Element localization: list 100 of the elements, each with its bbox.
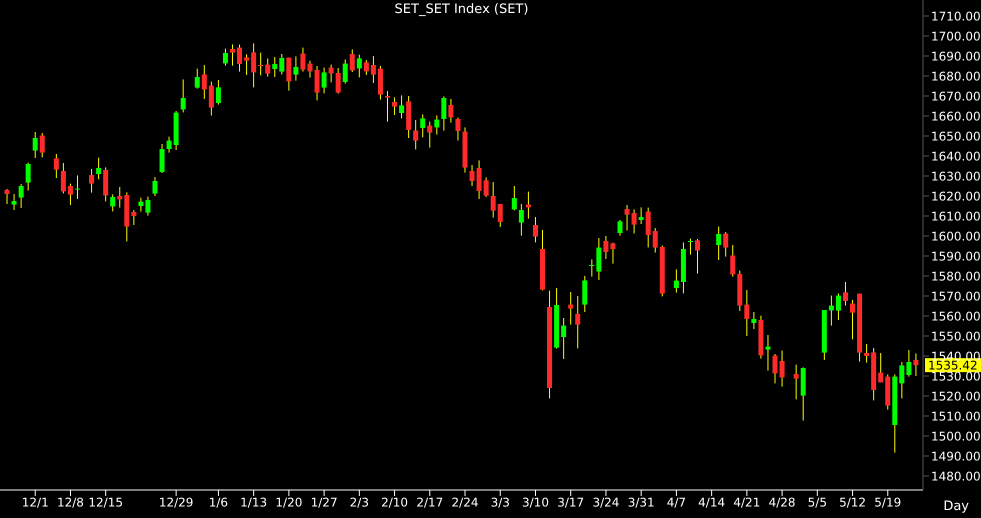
candlestick	[878, 352, 884, 383]
candlestick	[455, 117, 460, 142]
candlestick	[913, 352, 918, 376]
x-tick-label: 2/10	[381, 496, 408, 510]
candlestick	[392, 96, 398, 116]
candlestick	[836, 292, 841, 320]
y-tick-label: 1610.00	[931, 209, 981, 224]
candlestick	[723, 232, 728, 258]
candlestick	[652, 228, 658, 254]
x-tick-label: 3/31	[628, 496, 655, 510]
candlestick	[138, 197, 144, 212]
x-tick-label: 2/17	[416, 496, 444, 510]
candlestick	[40, 132, 45, 158]
candlestick	[476, 160, 482, 200]
x-tick-label: 1/13	[240, 496, 268, 510]
x-axis-title: Day	[943, 499, 969, 514]
y-tick-label: 1680.00	[931, 69, 981, 84]
candlestick	[470, 164, 475, 186]
y-tick-label: 1710.00	[931, 9, 981, 24]
candlestick	[279, 54, 284, 75]
candlestick	[842, 282, 848, 306]
x-tick-label: 5/5	[808, 496, 827, 510]
candlestick	[208, 81, 214, 116]
candlestick	[74, 174, 80, 200]
candlestick	[32, 132, 38, 158]
candlestick	[899, 362, 904, 399]
candlestick	[716, 226, 722, 260]
candlestick	[780, 350, 785, 388]
y-tick-label: 1600.00	[931, 229, 981, 244]
x-tick-label: 4/14	[698, 496, 726, 510]
candlestick	[89, 168, 94, 194]
candlestick	[216, 80, 221, 106]
candlestick	[730, 244, 736, 278]
x-tick-label: 2/3	[350, 496, 369, 510]
candlestick	[518, 204, 524, 236]
candlestick	[512, 186, 517, 211]
candlestick	[632, 208, 637, 234]
candlestick	[364, 60, 369, 76]
x-tick-label: 4/28	[768, 496, 796, 510]
candlestick	[434, 114, 440, 136]
y-tick-label: 1520.00	[931, 389, 981, 404]
candlestick	[532, 216, 538, 243]
x-tick-label: 3/17	[557, 496, 584, 510]
candlestick	[272, 56, 278, 78]
y-tick-label: 1700.00	[931, 29, 981, 44]
candlestick	[4, 188, 10, 204]
candlestick	[498, 204, 503, 228]
candlestick	[695, 238, 700, 274]
candlestick	[12, 194, 17, 210]
y-tick-label: 1580.00	[931, 269, 981, 284]
candlestick	[356, 54, 362, 78]
candlestick	[202, 64, 207, 100]
candlestick	[828, 295, 834, 326]
candlestick	[744, 290, 750, 336]
candlestick	[26, 162, 31, 192]
x-tick-label: 12/8	[56, 496, 84, 510]
candlestick	[68, 183, 73, 206]
x-tick-label: 1/27	[310, 496, 338, 510]
candlestick	[251, 42, 256, 88]
candlestick	[526, 191, 531, 220]
y-tick-label: 1480.00	[931, 469, 981, 484]
candlestick	[772, 354, 778, 384]
chart-title: SET_SET Index (SET)	[394, 2, 530, 17]
y-tick-label: 1620.00	[931, 189, 981, 204]
candlestick	[342, 58, 348, 84]
candlestick	[441, 96, 446, 132]
candlestick	[638, 206, 644, 224]
candlestick	[293, 56, 298, 82]
x-tick-label: 1/6	[208, 496, 228, 510]
candlestick	[561, 318, 566, 360]
x-tick-label: 12/1	[22, 496, 49, 510]
y-tick-label: 1500.00	[931, 429, 981, 444]
candlestick	[307, 60, 312, 78]
candlestick	[350, 48, 355, 72]
candlestick	[110, 194, 116, 212]
candlestick	[117, 186, 122, 208]
candlestick	[194, 68, 200, 90]
y-tick-label: 1490.00	[931, 449, 981, 464]
y-tick-label: 1510.00	[931, 409, 981, 424]
candlestick	[646, 207, 651, 248]
x-tick-label: 5/19	[874, 496, 902, 510]
candlestick	[244, 54, 250, 76]
candlestick	[265, 58, 270, 78]
candlestick	[618, 220, 623, 236]
candlestick	[237, 44, 242, 72]
candlestick	[399, 94, 404, 119]
candlestick	[145, 196, 150, 216]
candlestick	[589, 258, 594, 278]
candlestick	[674, 268, 679, 294]
candlestick	[18, 184, 24, 208]
x-tick-label: 12/29	[158, 496, 194, 510]
candlestick	[765, 334, 770, 372]
candlestick	[420, 114, 426, 138]
candlestick	[850, 300, 856, 340]
candlestick	[166, 136, 172, 154]
x-tick-label: 12/15	[88, 496, 123, 510]
candlestick	[384, 90, 390, 122]
candlestick	[328, 64, 334, 83]
x-tick-label: 4/21	[733, 496, 760, 510]
candlestick	[484, 176, 489, 198]
